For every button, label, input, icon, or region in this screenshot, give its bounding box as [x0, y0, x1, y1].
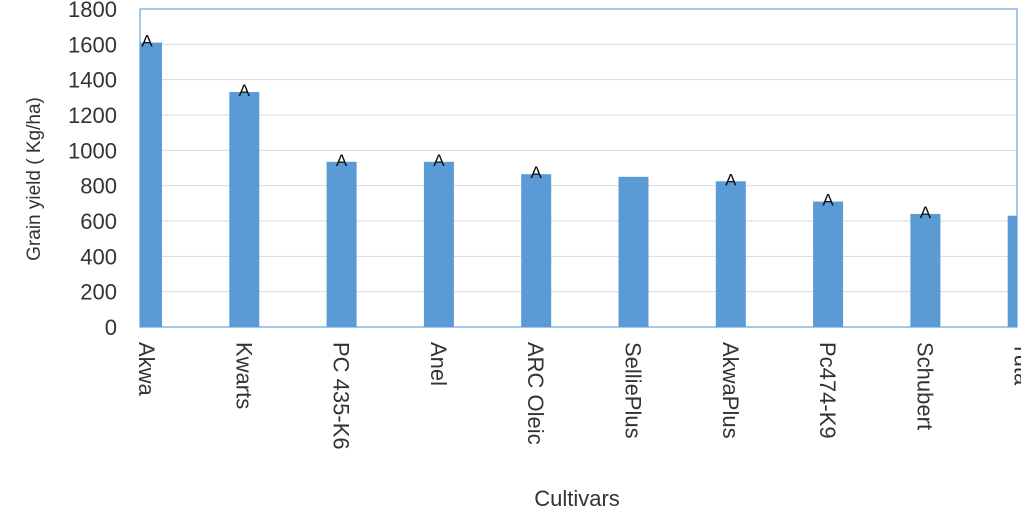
y-tick-label: 0 [105, 315, 117, 340]
x-axis-title: Cultivars [534, 486, 620, 511]
y-tick-label: 600 [80, 209, 117, 234]
x-tick-label: ARC Oleic [523, 342, 548, 445]
x-tick-label: SelliePlus [621, 342, 646, 439]
y-tick-label: 1200 [68, 103, 117, 128]
bar-tuta [1007, 215, 1017, 327]
bar-anel [423, 161, 454, 327]
bar-arc-oleic [521, 174, 552, 327]
bar-akwaplus [715, 181, 746, 327]
x-tick-label: PC 435-K6 [329, 342, 354, 450]
y-tick-label: 1000 [68, 138, 117, 163]
y-tick-label: 400 [80, 244, 117, 269]
data-label: A [725, 170, 737, 189]
data-label: A [433, 151, 445, 170]
gridlines [140, 8, 1017, 328]
y-tick-label: 1400 [68, 68, 117, 93]
data-label: A [336, 151, 348, 170]
data-label: A [141, 32, 153, 51]
x-tick-label: Pc474-K9 [815, 342, 840, 439]
x-tick-label: Akwa [134, 342, 159, 397]
x-tick-label: AkwaPlus [718, 342, 743, 439]
bar-schubert [910, 213, 941, 327]
y-tick-label: 1800 [68, 0, 117, 22]
data-label: A [822, 191, 834, 210]
x-axis-ticks: Akwa Kwarts PC 435-K6 Anel ARC Oleic SelliePl… [134, 342, 1021, 450]
data-label: A [920, 203, 932, 222]
x-tick-label: Schubert [912, 342, 937, 430]
x-tick-label: Kwarts [231, 342, 256, 409]
y-tick-label: 200 [80, 280, 117, 305]
x-tick-label: Anel [426, 342, 451, 386]
y-axis-title: Grain yield ( Kg/ha) [24, 97, 45, 261]
y-tick-label: 1600 [68, 32, 117, 57]
bars [140, 42, 1017, 327]
x-tick-label: Tuta [1010, 342, 1021, 386]
bar-akwa [140, 42, 162, 327]
bar-pc-435-k6 [326, 161, 357, 327]
data-labels: A A A A A A A A [141, 32, 931, 222]
data-label: A [239, 81, 251, 100]
bar-sellieplus [618, 176, 649, 327]
plot-area-border [139, 8, 1018, 328]
y-axis-ticks: 0 200 400 600 800 1000 1200 1400 1600 1800 [68, 0, 117, 340]
bar-pc474-k9 [813, 201, 844, 327]
bar-kwarts [229, 92, 260, 327]
data-label: A [531, 163, 543, 182]
y-tick-label: 800 [80, 174, 117, 199]
